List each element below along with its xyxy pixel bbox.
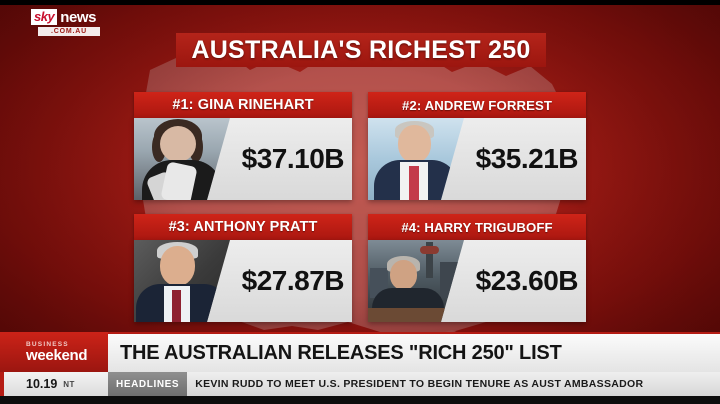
card-body: $35.21B [368,118,586,200]
headline-row: BUSINESS weekend THE AUSTRALIAN RELEASES… [0,332,720,372]
sky-wordmark: sky [31,9,58,25]
lower-third-banner: BUSINESS weekend THE AUSTRALIAN RELEASES… [0,332,720,404]
rich-list-card: #3: ANTHONY PRATT $27.87B [134,214,352,322]
card-name-label: #1: GINA RINEHART [134,92,352,118]
clock-timezone: NT [63,379,75,389]
bottom-letterbox-bar [0,396,720,404]
program-name: weekend [26,347,88,364]
card-name-label: #4: HARRY TRIGUBOFF [368,214,586,240]
sky-news-logo: sky news .COM.AU [31,9,103,36]
anthony-pratt-photo [134,240,230,322]
card-amount: $23.60B [475,265,579,296]
gina-rinehart-photo [134,118,230,200]
page-title: AUSTRALIA'S RICHEST 250 [176,33,546,67]
card-name-label: #2: ANDREW FORREST [368,92,586,118]
ticker-text: KEVIN RUDD TO MEET U.S. PRESIDENT TO BEG… [195,378,644,390]
headline-text: THE AUSTRALIAN RELEASES "RICH 250" LIST [120,341,562,364]
rich-list-card: #1: GINA RINEHART $37.10B [134,92,352,200]
clock-time: 10.19 [26,377,58,391]
card-amount: $37.10B [241,143,345,174]
ticker-label: HEADLINES [108,372,188,396]
news-ticker: KEVIN RUDD TO MEET U.S. PRESIDENT TO BEG… [187,372,720,396]
business-weekend-logo: BUSINESS weekend [0,332,108,372]
andrew-forrest-photo [368,118,464,200]
rich-list-card: #4: HARRY TRIGUBOFF $23.60B [368,214,586,322]
top-letterbox-bar [0,0,720,5]
harry-triguboff-photo [368,240,464,322]
news-wordmark: news [60,8,97,26]
card-name-label: #3: ANTHONY PRATT [134,214,352,240]
headline-bar: THE AUSTRALIAN RELEASES "RICH 250" LIST [108,332,720,372]
card-amount: $35.21B [475,143,579,174]
ticker-row: 10.19 NT HEADLINES KEVIN RUDD TO MEET U.… [0,372,720,396]
card-body: $37.10B [134,118,352,200]
card-body: $23.60B [368,240,586,322]
card-amount: $27.87B [241,265,345,296]
card-body: $27.87B [134,240,352,322]
rich-list-card: #2: ANDREW FORREST $35.21B [368,92,586,200]
clock: 10.19 NT [0,372,108,396]
comau-wordmark: .COM.AU [38,27,100,36]
